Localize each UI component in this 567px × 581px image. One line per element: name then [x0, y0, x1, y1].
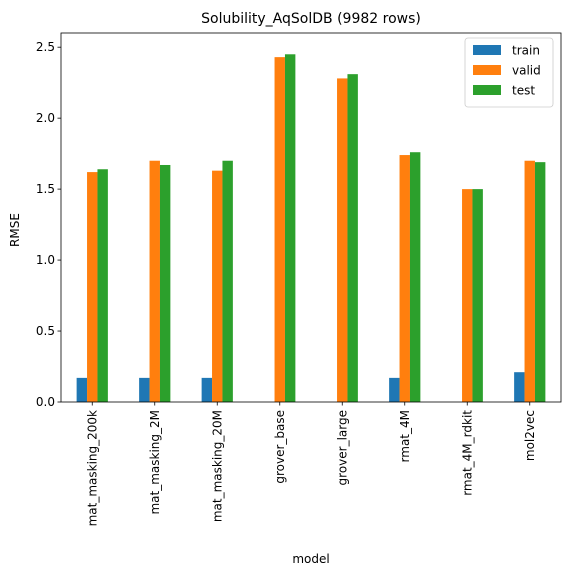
- bar-valid-mat_masking_2M: [149, 160, 160, 402]
- bar-train-mat_masking_200k: [76, 377, 88, 402]
- legend-label-test: test: [512, 84, 535, 98]
- bar-test-mat_masking_2M: [159, 164, 171, 402]
- bar-test-grover_large: [347, 74, 358, 403]
- legend-label-valid: valid: [512, 64, 541, 78]
- bar-test-rmat_4M: [409, 152, 421, 402]
- bar-train-mol2vec: [514, 372, 525, 402]
- x-axis-label: model: [292, 552, 329, 566]
- legend: train valid test: [464, 37, 554, 108]
- legend-label-train: train: [512, 44, 540, 58]
- bar-test-mat_masking_200k: [97, 169, 108, 402]
- bars-group: [76, 54, 546, 403]
- y-tick-label: 2.5: [36, 40, 55, 54]
- bar-valid-mat_masking_200k: [87, 172, 98, 402]
- bar-test-rmat_4M_rdkit: [472, 189, 483, 402]
- bar-train-mat_masking_2M: [139, 377, 150, 402]
- x-tick-label: mol2vec: [523, 410, 537, 461]
- y-tick-label: 0.5: [36, 324, 55, 338]
- x-tick-label: mat_masking_20M: [210, 410, 224, 522]
- bar-valid-grover_large: [337, 78, 348, 403]
- chart-title: Solubility_AqSolDB (9982 rows): [201, 11, 421, 27]
- y-tick-label: 0.0: [36, 395, 55, 409]
- y-axis-label: RMSE: [8, 213, 22, 247]
- y-tick-label: 1.0: [36, 253, 55, 267]
- x-tick-label: rmat_4M: [398, 410, 412, 462]
- bar-valid-mol2vec: [524, 160, 535, 402]
- bar-valid-grover_base: [274, 57, 285, 402]
- y-tick-label: 2.0: [36, 111, 55, 125]
- x-tick-label: mat_masking_2M: [148, 410, 162, 515]
- legend-swatch-train: [473, 45, 501, 55]
- x-tick-label: grover_large: [335, 410, 349, 485]
- x-tick-label: mat_masking_200k: [85, 410, 99, 526]
- bar-train-rmat_4M: [389, 377, 400, 402]
- axes-group: 0.0 0.5 1.0 1.5 2.0 2.5 mat_masking_200k mat_ma…: [36, 32, 562, 526]
- bar-valid-mat_masking_20M: [212, 170, 223, 402]
- plot-frame: [60, 32, 562, 403]
- legend-swatch-test: [473, 85, 501, 95]
- bar-train-mat_masking_20M: [201, 377, 213, 402]
- x-tick-label: grover_base: [273, 410, 287, 484]
- y-tick-label: 1.5: [36, 182, 55, 196]
- bar-test-mol2vec: [534, 162, 546, 402]
- x-tick-label: rmat_4M_rdkit: [460, 410, 474, 496]
- bar-test-mat_masking_20M: [222, 160, 233, 402]
- legend-swatch-valid: [473, 65, 501, 75]
- bar-test-grover_base: [284, 54, 296, 403]
- bar-valid-rmat_4M: [399, 155, 410, 402]
- bar-valid-rmat_4M_rdkit: [462, 189, 473, 402]
